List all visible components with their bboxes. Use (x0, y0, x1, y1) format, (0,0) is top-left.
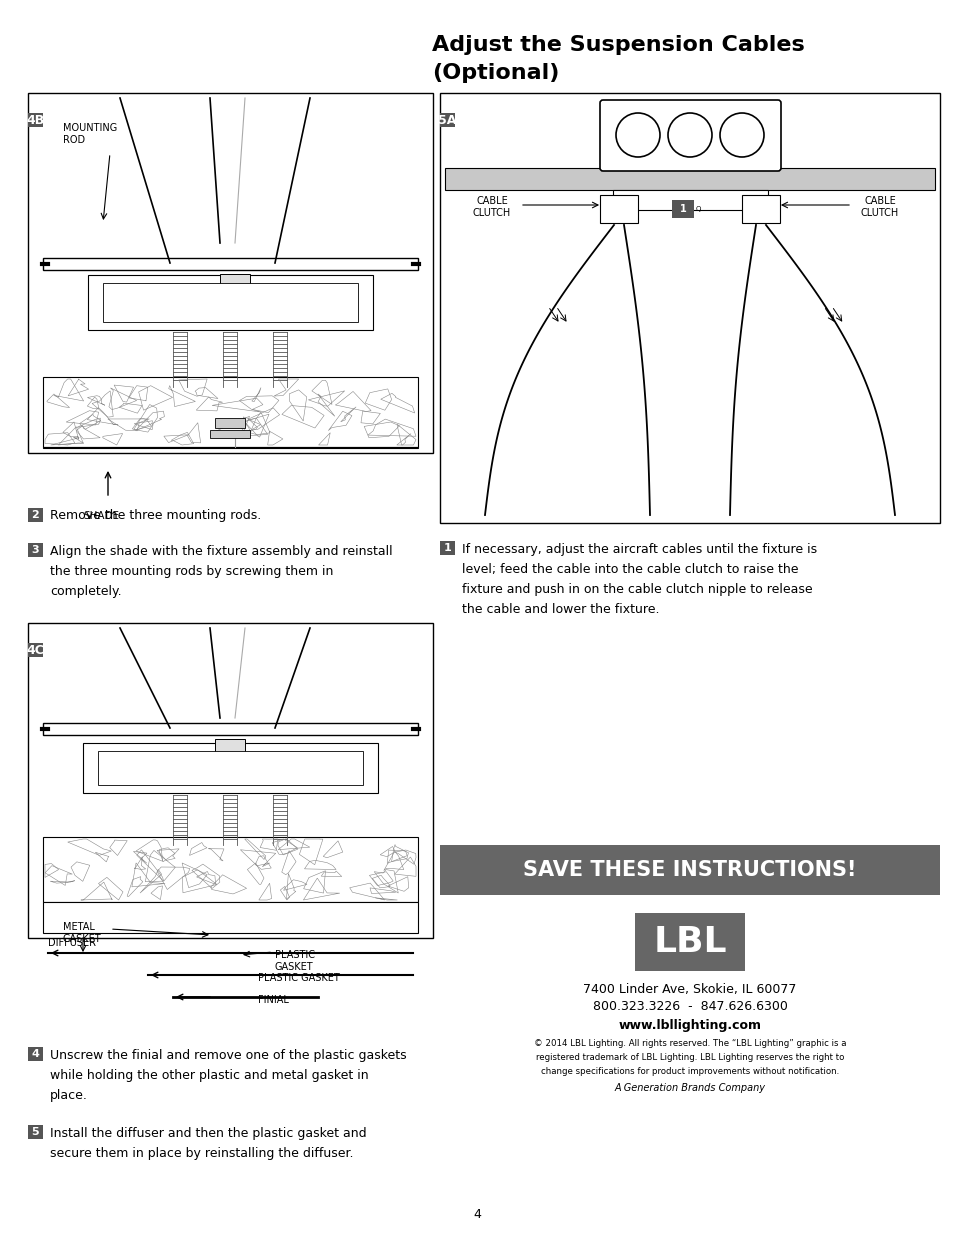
Text: © 2014 LBL Lighting. All rights reserved. The “LBL Lighting” graphic is a: © 2014 LBL Lighting. All rights reserved… (533, 1040, 845, 1049)
Text: 7400 Linder Ave, Skokie, IL 60077: 7400 Linder Ave, Skokie, IL 60077 (582, 983, 796, 995)
Text: DIFFUSER: DIFFUSER (48, 939, 96, 948)
Bar (439, 112, 455, 127)
Text: 1: 1 (679, 204, 685, 214)
Text: Adjust the Suspension Cables: Adjust the Suspension Cables (432, 35, 804, 56)
Text: 3: 3 (31, 545, 39, 555)
Bar (210, 430, 250, 438)
Bar (28, 508, 43, 522)
Text: change specifications for product improvements without notification.: change specifications for product improv… (540, 1067, 839, 1077)
Bar (43, 722, 417, 735)
Text: FINIAL: FINIAL (257, 995, 289, 1005)
Text: 800.323.3226  -  847.626.6300: 800.323.3226 - 847.626.6300 (592, 1000, 786, 1014)
Bar (43, 902, 417, 932)
Bar (599, 195, 638, 224)
Text: 4: 4 (31, 1049, 39, 1058)
Bar (671, 200, 693, 219)
Bar (83, 743, 377, 793)
Bar (214, 739, 245, 753)
Bar (43, 377, 417, 447)
Text: 4: 4 (473, 1209, 480, 1221)
Text: SAVE THESE INSTRUCTIONS!: SAVE THESE INSTRUCTIONS! (523, 860, 856, 881)
Text: PLASTIC GASKET: PLASTIC GASKET (257, 973, 339, 983)
Bar (439, 541, 455, 555)
FancyBboxPatch shape (599, 100, 781, 170)
Bar (43, 837, 417, 902)
Text: Remove the three mounting rods.: Remove the three mounting rods. (50, 509, 261, 521)
Text: PLASTIC
GASKET: PLASTIC GASKET (274, 950, 314, 972)
Bar (98, 751, 363, 785)
Circle shape (616, 112, 659, 157)
Bar (439, 93, 939, 522)
Text: CABLE
CLUTCH: CABLE CLUTCH (860, 196, 898, 217)
Text: METAL
GASKET: METAL GASKET (63, 923, 102, 944)
Bar (28, 93, 433, 453)
Text: registered trademark of LBL Lighting. LBL Lighting reserves the right to: registered trademark of LBL Lighting. LB… (536, 1053, 843, 1062)
Bar (613, 190, 767, 210)
Text: 2: 2 (31, 510, 39, 520)
Bar (444, 168, 934, 190)
Bar (28, 622, 433, 939)
Text: Install the diffuser and then the plastic gasket and
secure them in place by rei: Install the diffuser and then the plasti… (50, 1128, 366, 1160)
Text: MOUNTING
ROD: MOUNTING ROD (63, 124, 117, 144)
Text: CABLE
CLUTCH: CABLE CLUTCH (473, 196, 511, 217)
Bar (635, 913, 744, 971)
Text: Unscrew the finial and remove one of the plastic gaskets
while holding the other: Unscrew the finial and remove one of the… (50, 1049, 406, 1102)
Bar (28, 1125, 43, 1139)
Bar (214, 417, 245, 429)
Text: LBL: LBL (653, 925, 726, 960)
Bar (43, 258, 417, 270)
Text: www.lbllighting.com: www.lbllighting.com (618, 1019, 760, 1031)
Text: (Optional): (Optional) (432, 63, 558, 83)
Circle shape (720, 112, 763, 157)
Bar (439, 845, 939, 895)
Text: 4C: 4C (27, 643, 45, 657)
Bar (28, 1047, 43, 1061)
Bar (28, 112, 43, 127)
Bar (88, 275, 373, 330)
Bar (741, 195, 780, 224)
Bar (28, 543, 43, 557)
Circle shape (667, 112, 711, 157)
Text: 1: 1 (443, 543, 451, 553)
Bar (220, 274, 250, 290)
Text: 4B: 4B (27, 114, 45, 126)
Text: 5A: 5A (437, 114, 456, 126)
Text: If necessary, adjust the aircraft cables until the fixture is
level; feed the ca: If necessary, adjust the aircraft cables… (461, 543, 817, 616)
Text: A Generation Brands Company: A Generation Brands Company (614, 1083, 764, 1093)
Text: SHADE: SHADE (83, 511, 119, 521)
Bar (28, 643, 43, 657)
Text: Align the shade with the fixture assembly and reinstall
the three mounting rods : Align the shade with the fixture assembl… (50, 545, 393, 598)
Text: Q: Q (695, 206, 700, 212)
Text: 5: 5 (31, 1128, 39, 1137)
Bar (103, 283, 357, 322)
